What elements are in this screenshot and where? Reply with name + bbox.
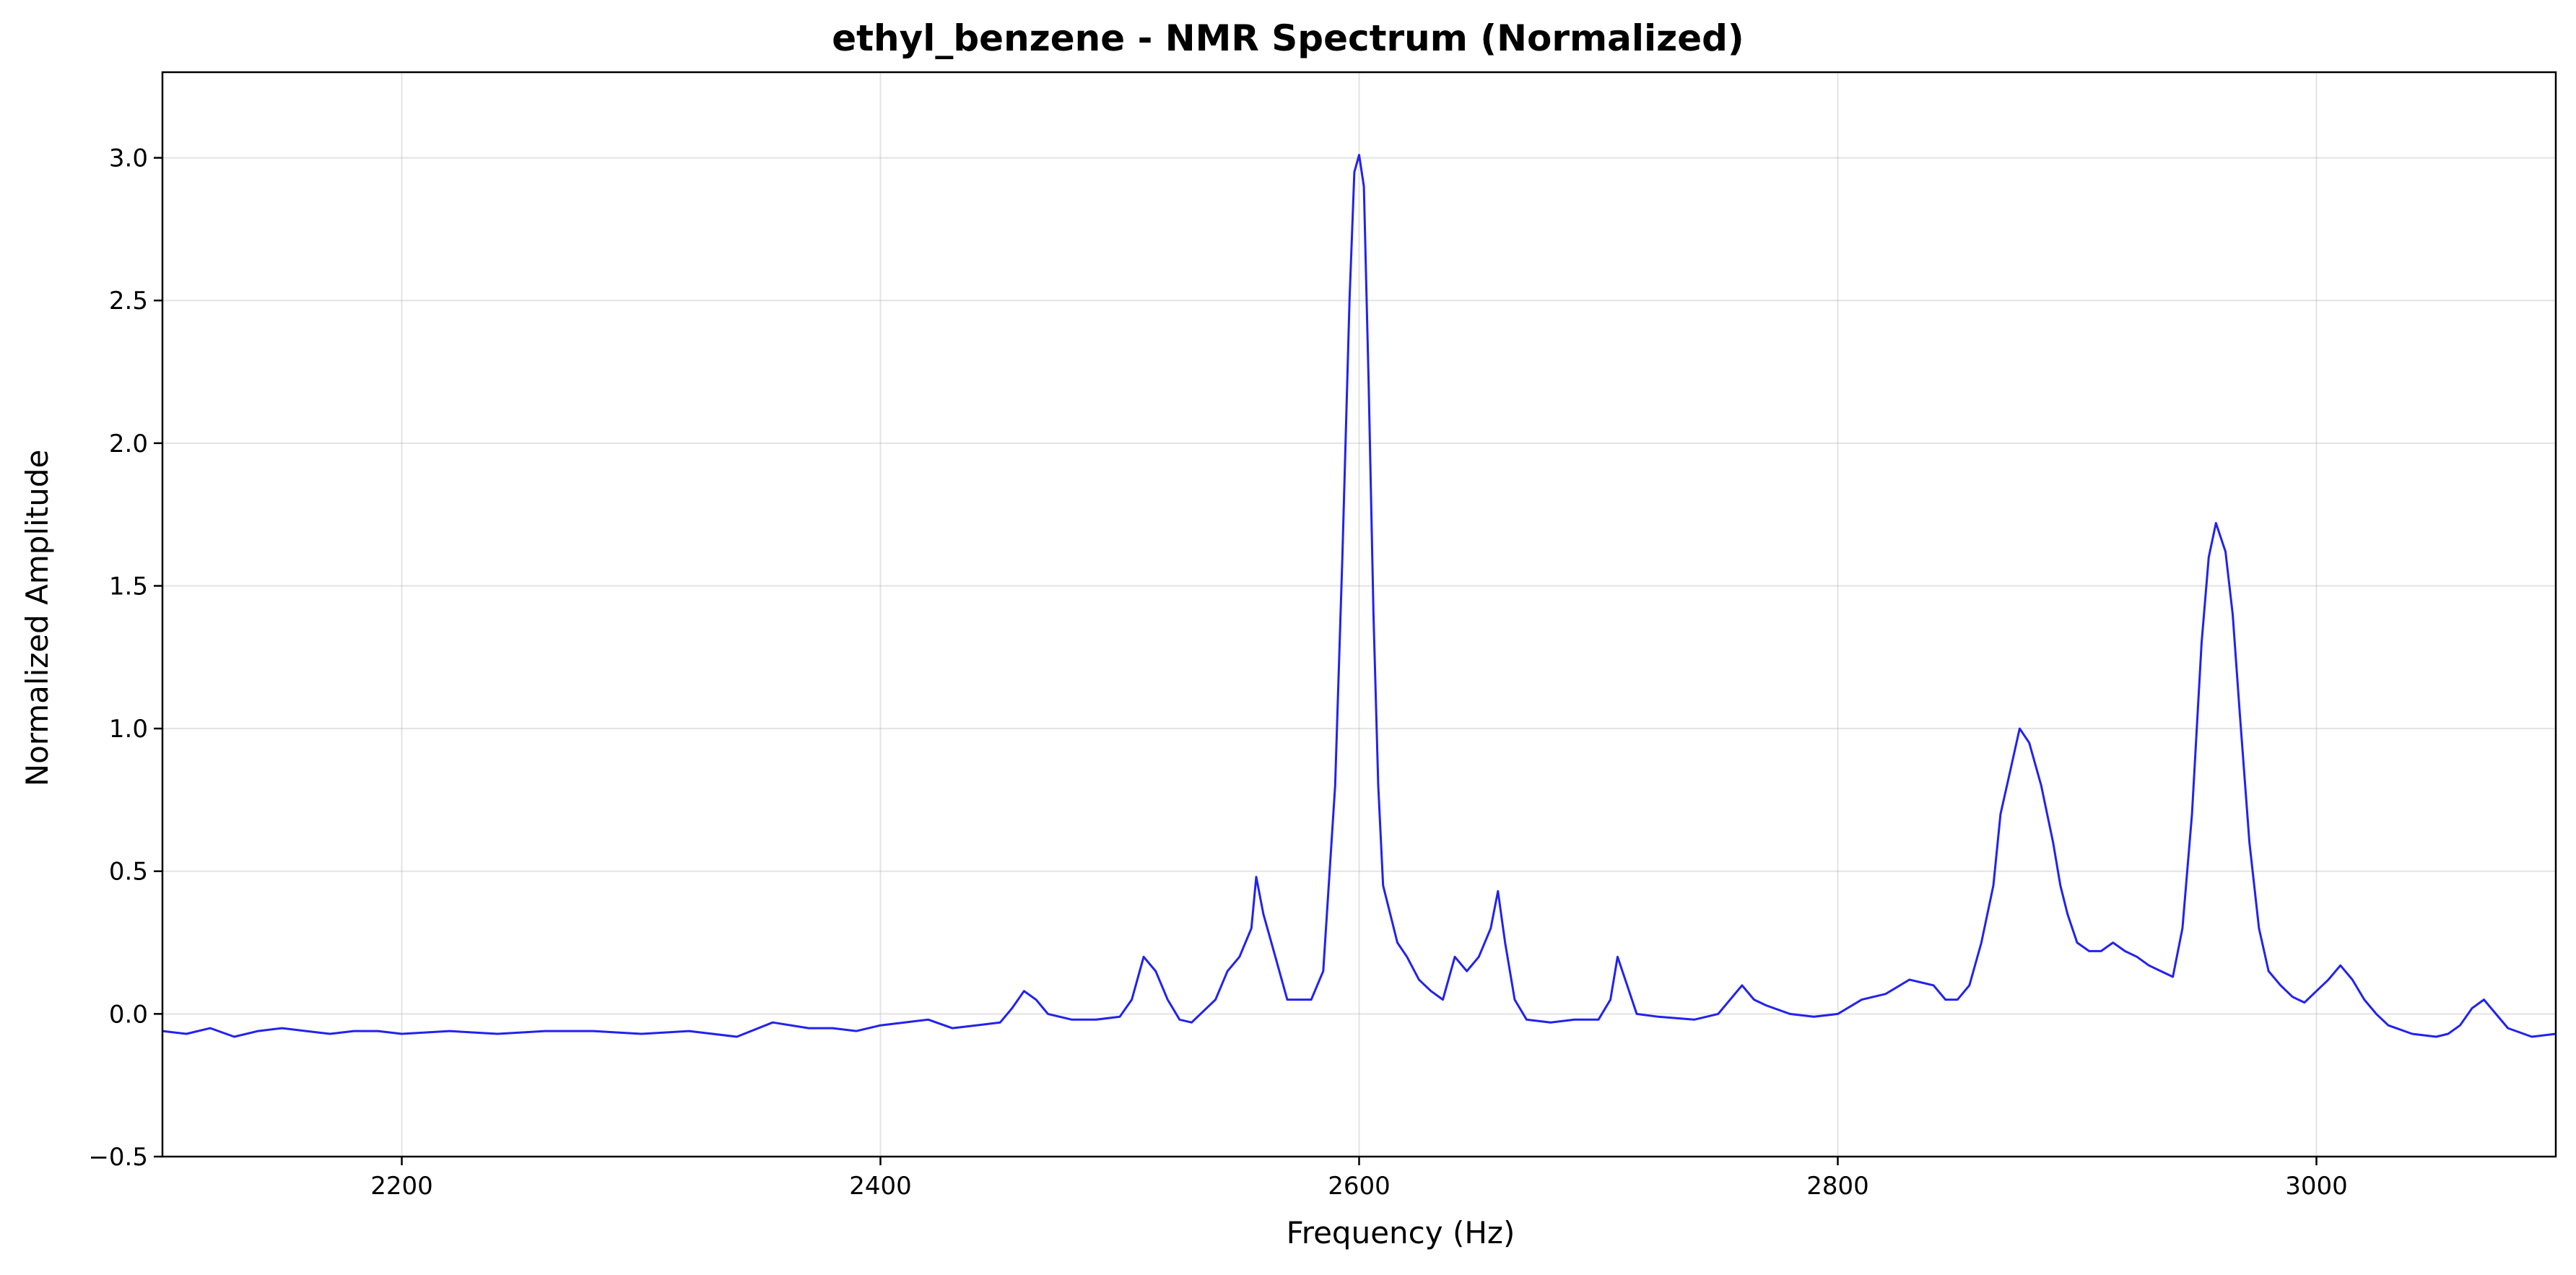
y-tick-label: 3.0 bbox=[109, 144, 148, 173]
spectrum-series bbox=[162, 154, 2557, 1038]
x-axis-label: Frequency (Hz) bbox=[1287, 1215, 1515, 1250]
y-tick-label: 1.5 bbox=[109, 572, 148, 601]
x-tick-label: 2400 bbox=[849, 1172, 912, 1201]
y-tick-label: 2.0 bbox=[109, 430, 148, 458]
y-tick-label: 0.0 bbox=[109, 1000, 148, 1029]
y-tick-label: 2.5 bbox=[109, 287, 148, 316]
x-tick-label: 2200 bbox=[370, 1172, 433, 1201]
chart-title: ethyl_benzene - NMR Spectrum (Normalized… bbox=[832, 17, 1744, 59]
y-axis-label: Normalized Amplitude bbox=[19, 450, 55, 787]
y-tick-label: 1.0 bbox=[109, 715, 148, 744]
spectrum-line bbox=[162, 154, 2557, 1038]
grid bbox=[162, 72, 2556, 1157]
axis-ticks: 2200 2400 2600 2800 3000 −0.5 0.0 0.5 1.0 1.5 2.0 2… bbox=[88, 144, 2347, 1201]
y-tick-label: 0.5 bbox=[109, 858, 148, 887]
y-tick-label: −0.5 bbox=[88, 1143, 148, 1172]
x-tick-label: 3000 bbox=[2285, 1172, 2348, 1201]
x-tick-label: 2600 bbox=[1328, 1172, 1391, 1201]
x-tick-label: 2800 bbox=[1806, 1172, 1869, 1201]
